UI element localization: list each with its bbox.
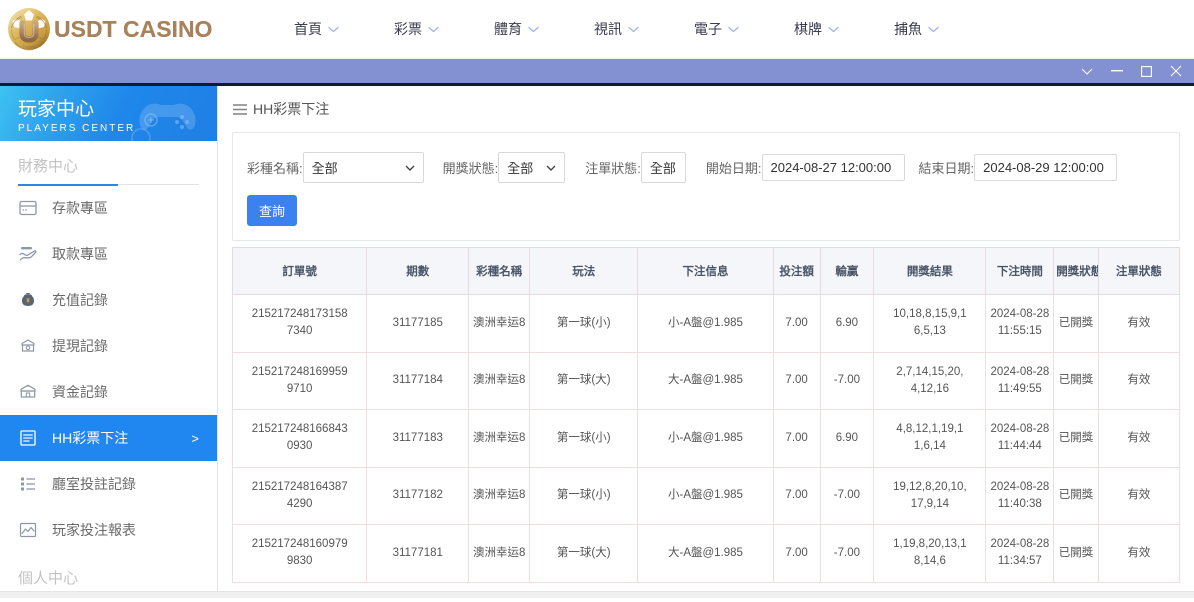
svg-text:Casino: Casino — [22, 44, 36, 49]
